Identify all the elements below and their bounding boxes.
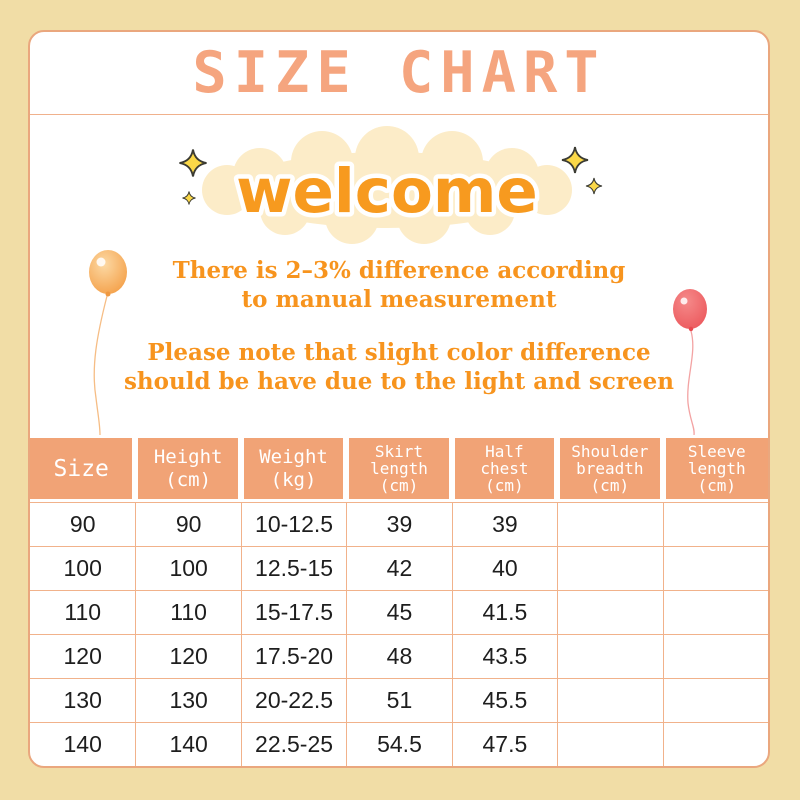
- note-line: There is 2–3% difference according: [172, 257, 626, 284]
- table-cell: 110: [135, 590, 241, 634]
- table-cell: 39: [346, 502, 452, 546]
- sparkle-icon: [585, 177, 603, 195]
- table-cell: 120: [135, 634, 241, 678]
- table-cell: 45: [346, 590, 452, 634]
- table-cell: 12.5-15: [240, 546, 347, 590]
- sparkle-icon: [178, 148, 208, 178]
- header-cell: Sleeve length (cm): [662, 435, 768, 502]
- table-cell: [662, 546, 768, 590]
- table-cell: [662, 502, 768, 546]
- title-bar: SIZE CHART: [30, 32, 768, 115]
- table-cell: 130: [135, 678, 241, 722]
- size-table-head: Size Height (cm) Weight (kg) Skirt length (cm) H…: [30, 435, 768, 502]
- table-cell: 22.5-25: [240, 722, 347, 766]
- table-cell: [557, 590, 663, 634]
- header-cell: Size: [30, 435, 136, 502]
- note-measurement: There is 2–3% difference according to ma…: [30, 256, 768, 314]
- table-cell: 45.5: [451, 678, 558, 722]
- header-row: Size Height (cm) Weight (kg) Skirt length (cm) H…: [30, 435, 768, 502]
- table-cell: 140: [30, 722, 136, 766]
- table-cell: 43.5: [451, 634, 558, 678]
- table-cell: 40: [451, 546, 558, 590]
- note-line: Please note that slight color difference: [147, 339, 651, 366]
- welcome-text: welcome: [236, 156, 538, 227]
- header-cell: Shoulder breadth (cm): [557, 435, 663, 502]
- size-table-body: 90 90 10-12.5 39 39 100 100 12.5-15 42 40 110 110 15…: [30, 502, 768, 766]
- sparkle-icon: [182, 191, 196, 205]
- table-cell: [557, 722, 663, 766]
- table-row: 100 100 12.5-15 42 40: [30, 546, 768, 590]
- table-row: 140 140 22.5-25 54.5 47.5: [30, 722, 768, 766]
- table-cell: 120: [30, 634, 136, 678]
- table-cell: 20-22.5: [240, 678, 347, 722]
- table-cell: 42: [346, 546, 452, 590]
- table-cell: [662, 678, 768, 722]
- table-cell: 39: [451, 502, 558, 546]
- balloon-orange-icon: [89, 250, 127, 435]
- header-cell: Skirt length (cm): [346, 435, 452, 502]
- header-cell: Weight (kg): [240, 435, 347, 502]
- header-cell: Half chest (cm): [451, 435, 558, 502]
- note-line: to manual measurement: [241, 286, 557, 313]
- note-color-difference: Please note that slight color difference…: [30, 338, 768, 396]
- table-row: 110 110 15-17.5 45 41.5: [30, 590, 768, 634]
- table-cell: 54.5: [346, 722, 452, 766]
- table-cell: [662, 634, 768, 678]
- table-row: 120 120 17.5-20 48 43.5: [30, 634, 768, 678]
- table-cell: [557, 502, 663, 546]
- table-cell: 15-17.5: [240, 590, 347, 634]
- table-cell: [662, 722, 768, 766]
- table-cell: [557, 546, 663, 590]
- table-cell: 41.5: [451, 590, 558, 634]
- size-table: Size Height (cm) Weight (kg) Skirt length (cm) H…: [30, 435, 768, 766]
- table-cell: 100: [30, 546, 136, 590]
- size-chart-card: SIZE CHART: [28, 30, 770, 768]
- table-cell: 17.5-20: [240, 634, 347, 678]
- page-title: SIZE CHART: [192, 40, 606, 106]
- table-cell: 47.5: [451, 722, 558, 766]
- table-cell: [557, 634, 663, 678]
- decor-section: welcome There is 2–3% difference accordi…: [30, 115, 768, 435]
- table-cell: 90: [30, 502, 136, 546]
- table-row: 130 130 20-22.5 51 45.5: [30, 678, 768, 722]
- table-cell: 140: [135, 722, 241, 766]
- table-cell: 100: [135, 546, 241, 590]
- note-line: should be have due to the light and scre…: [123, 368, 674, 395]
- table-cell: 48: [346, 634, 452, 678]
- table-cell: 90: [135, 502, 241, 546]
- table-cell: 130: [30, 678, 136, 722]
- table-cell: 110: [30, 590, 136, 634]
- table-cell: 51: [346, 678, 452, 722]
- table-cell: [662, 590, 768, 634]
- table-cell: [557, 678, 663, 722]
- table-row: 90 90 10-12.5 39 39: [30, 502, 768, 546]
- decorations: welcome: [89, 126, 707, 435]
- welcome-cloud: [202, 126, 572, 244]
- header-cell: Height (cm): [135, 435, 241, 502]
- table-cell: 10-12.5: [240, 502, 347, 546]
- sparkle-icon: [561, 146, 589, 174]
- balloon-red-icon: [673, 289, 707, 435]
